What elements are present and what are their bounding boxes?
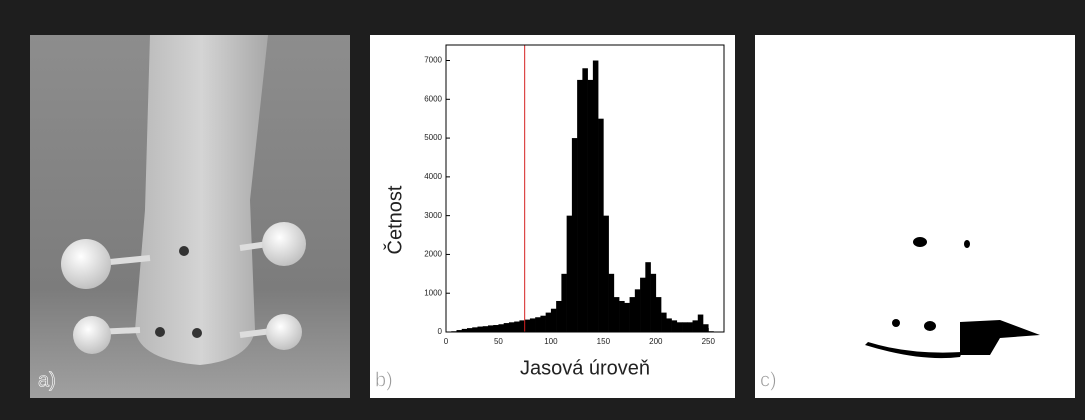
marker-ball (61, 239, 111, 289)
marker-ball (73, 316, 111, 354)
threshold-background (755, 35, 1075, 398)
threshold-panel: c) (755, 35, 1075, 398)
bar (556, 300, 562, 332)
bar (524, 319, 531, 332)
bar (598, 118, 604, 333)
skin-dot (155, 327, 165, 337)
marker-ball (262, 222, 306, 266)
y-tick-label: 6000 (424, 94, 442, 103)
panel-label: c) (760, 369, 777, 391)
bar (603, 215, 609, 332)
marker-rod (109, 255, 151, 265)
y-tick-label: 1000 (424, 288, 442, 297)
panel-label: b) (375, 369, 393, 391)
y-tick-label: 4000 (424, 172, 442, 181)
bar (692, 320, 699, 332)
bar (472, 327, 478, 332)
bar (529, 318, 536, 332)
bar (487, 325, 494, 332)
y-axis-label: Četnost (383, 185, 406, 254)
bar (671, 320, 678, 332)
bar (629, 297, 636, 332)
bar (498, 324, 504, 332)
bar (640, 277, 646, 332)
bar (493, 325, 499, 332)
bar (703, 324, 709, 332)
bar (456, 330, 463, 332)
bar (503, 323, 510, 332)
plot-frame (445, 44, 725, 333)
bar (514, 321, 520, 332)
bar (550, 308, 557, 332)
bar (619, 300, 625, 332)
blob (924, 321, 936, 331)
y-tick-label: 0 (438, 327, 443, 336)
x-tick-label: 50 (494, 337, 503, 346)
bar (655, 297, 662, 332)
bar (482, 326, 489, 332)
bar (666, 318, 672, 332)
y-tick-label: 3000 (424, 211, 442, 220)
bar (508, 322, 515, 332)
x-tick-label: 200 (649, 337, 663, 346)
panel-label: a) (38, 369, 56, 391)
x-tick-label: 250 (702, 337, 716, 346)
bar (535, 317, 541, 332)
bar (461, 328, 468, 332)
bar (577, 79, 583, 333)
blob (892, 319, 900, 327)
bar (624, 302, 630, 332)
bar (545, 312, 552, 332)
x-tick-label: 0 (444, 337, 449, 346)
blob (960, 320, 1040, 355)
blob (865, 342, 962, 359)
x-axis-label: Jasová úroveň (520, 357, 650, 379)
blob (913, 237, 927, 247)
bar (571, 138, 578, 332)
y-tick-label: 2000 (424, 250, 442, 259)
skin-dot (192, 328, 202, 338)
bar (697, 314, 704, 332)
bar (634, 289, 641, 332)
skin-dot (179, 246, 189, 256)
bar (676, 322, 683, 332)
bar (592, 60, 599, 332)
bar (645, 262, 651, 332)
x-tick-label: 100 (544, 337, 558, 346)
y-tick-label: 5000 (424, 133, 442, 142)
bar (561, 273, 567, 332)
y-tick-label: 7000 (424, 56, 442, 65)
bar (466, 328, 473, 332)
photo-panel: a) (30, 35, 350, 398)
bar (687, 322, 693, 332)
blob (964, 240, 970, 248)
bar (587, 79, 594, 333)
bar (608, 273, 615, 332)
bar (682, 322, 688, 332)
bar (477, 326, 484, 332)
bar (519, 320, 525, 332)
histogram-background (370, 35, 735, 398)
leg (135, 35, 268, 365)
bar (566, 215, 573, 332)
bar (661, 312, 667, 332)
marker-ball (266, 314, 302, 350)
histogram-panel: b) (370, 35, 735, 398)
bar (582, 68, 588, 333)
bar (613, 297, 620, 332)
x-tick-label: 150 (597, 337, 611, 346)
bar (650, 273, 657, 332)
bar (540, 315, 546, 332)
